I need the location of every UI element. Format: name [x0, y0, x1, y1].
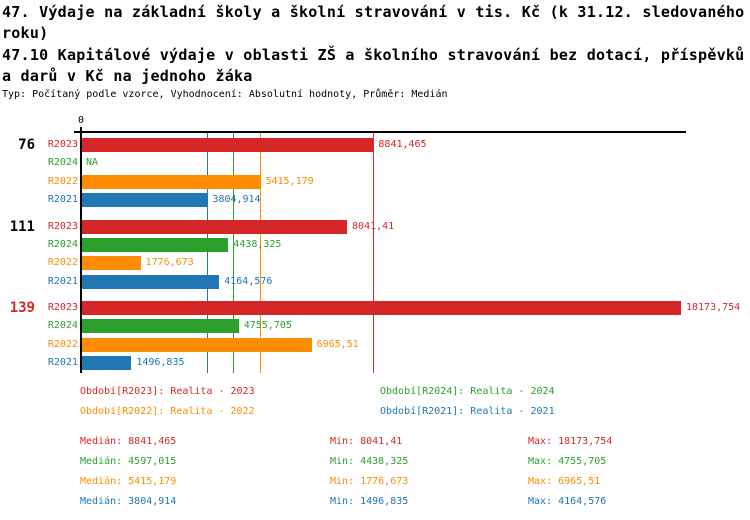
- bar-year-label-111-r2022: R2022: [47, 257, 78, 269]
- legend-item-r2024: Období[R2024]: Realita - 2024: [380, 386, 555, 397]
- x-axis-top-line: [74, 131, 686, 133]
- x-axis-zero-tick-label: 0: [77, 115, 85, 126]
- group-label-76: 76: [18, 137, 35, 153]
- stat-min-r2022: Min: 1776,673: [330, 476, 409, 487]
- bar-year-label-76-r2023: R2023: [47, 139, 78, 150]
- legend-item-r2023: Období[R2023]: Realita - 2023: [80, 386, 255, 397]
- stat-min-r2024: Min: 4438,325: [330, 456, 409, 467]
- legend-item-r2022: Období[R2022]: Realita - 2022: [80, 406, 255, 417]
- stat-median-r2022: Medián: 5415,179: [80, 476, 177, 487]
- bar-value-label-139-r2022: 6965,51: [316, 338, 359, 350]
- stat-min-r2021: Min: 1496,835: [330, 496, 409, 507]
- median-line-r2023: [372, 133, 374, 373]
- median-line-r2022: [259, 133, 261, 373]
- page-title-line-3: 47.10 Kapitálové výdaje v oblasti ZŠ a š…: [2, 46, 745, 64]
- bar-year-label-139-r2024: R2024: [47, 320, 78, 332]
- bar-76-r2022: [82, 174, 261, 189]
- bar-111-r2022: [82, 256, 141, 271]
- page-title-line-1: 47. Výdaje na základní školy a školní st…: [2, 3, 745, 21]
- chart-area: 0 76 R2023 8841,465 R2024 NA R2022 5415,179 R202…: [9, 115, 741, 373]
- bar-year-label-76-r2021: R2021: [47, 194, 78, 206]
- median-line-r2021: [206, 133, 208, 373]
- median-line-r2024: [233, 133, 235, 373]
- bar-139-r2022: [82, 337, 312, 352]
- bar-139-r2024: [82, 319, 239, 334]
- bar-76-r2023: [82, 138, 374, 152]
- bar-value-label-139-r2024: 4755,705: [243, 320, 292, 332]
- bar-year-label-111-r2021: R2021: [47, 275, 78, 287]
- stat-median-r2023: Medián: 8841,465: [80, 436, 177, 447]
- bar-year-label-76-r2022: R2022: [47, 175, 78, 187]
- chart-stats: Medián: 8841,465 Min: 8041,41 Max: 18173,7…: [0, 428, 750, 520]
- bar-value-label-76-r2023: 8841,465: [378, 139, 427, 150]
- bar-value-label-139-r2021: 1496,835: [136, 357, 185, 369]
- bar-year-label-76-r2024: R2024: [47, 157, 78, 169]
- y-axis-line: [80, 127, 82, 373]
- chart-meta-line: Typ: Počítaný podle vzorce, Vyhodnocení:…: [2, 89, 448, 100]
- bar-na-label-76-r2024: NA: [86, 157, 99, 169]
- bar-year-label-139-r2023: R2023: [47, 302, 78, 313]
- chart-legend: Období[R2023]: Realita - 2023 Období[R202…: [0, 378, 750, 428]
- page-title-line-4: a darů v Kč na jednoho žáka: [2, 67, 253, 85]
- stat-median-r2024: Medián: 4597,015: [80, 456, 177, 467]
- legend-item-r2021: Období[R2021]: Realita - 2021: [380, 406, 555, 417]
- bar-139-r2023: [82, 301, 681, 315]
- bar-value-label-111-r2022: 1776,673: [145, 257, 194, 269]
- bar-value-label-76-r2022: 5415,179: [265, 175, 314, 187]
- bar-value-label-111-r2024: 4438,325: [233, 238, 282, 250]
- stat-median-r2021: Medián: 3804,914: [80, 496, 177, 507]
- bar-111-r2024: [82, 237, 229, 252]
- stat-max-r2022: Max: 6965,51: [528, 476, 601, 487]
- bar-value-label-139-r2023: 18173,754: [686, 302, 741, 313]
- bar-139-r2021: [82, 356, 132, 371]
- stat-min-r2023: Min: 8041,41: [330, 436, 403, 447]
- bar-111-r2023: [82, 219, 348, 234]
- page-title-line-2: roku): [2, 24, 49, 42]
- stat-max-r2021: Max: 4164,576: [528, 496, 607, 507]
- bar-year-label-139-r2022: R2022: [47, 338, 78, 350]
- stat-max-r2023: Max: 18173,754: [528, 436, 613, 447]
- bar-76-r2021: [82, 193, 208, 208]
- bar-value-label-111-r2023: 8041,41: [352, 220, 395, 232]
- bar-year-label-111-r2024: R2024: [47, 238, 78, 250]
- group-label-111: 111: [9, 218, 35, 235]
- bar-value-label-111-r2021: 4164,576: [224, 275, 273, 287]
- bar-year-label-139-r2021: R2021: [47, 357, 78, 369]
- group-label-139: 139: [9, 300, 35, 316]
- bar-year-label-111-r2023: R2023: [47, 220, 78, 232]
- bar-value-label-76-r2021: 3804,914: [212, 194, 261, 206]
- stat-max-r2024: Max: 4755,705: [528, 456, 607, 467]
- bar-111-r2021: [82, 274, 220, 289]
